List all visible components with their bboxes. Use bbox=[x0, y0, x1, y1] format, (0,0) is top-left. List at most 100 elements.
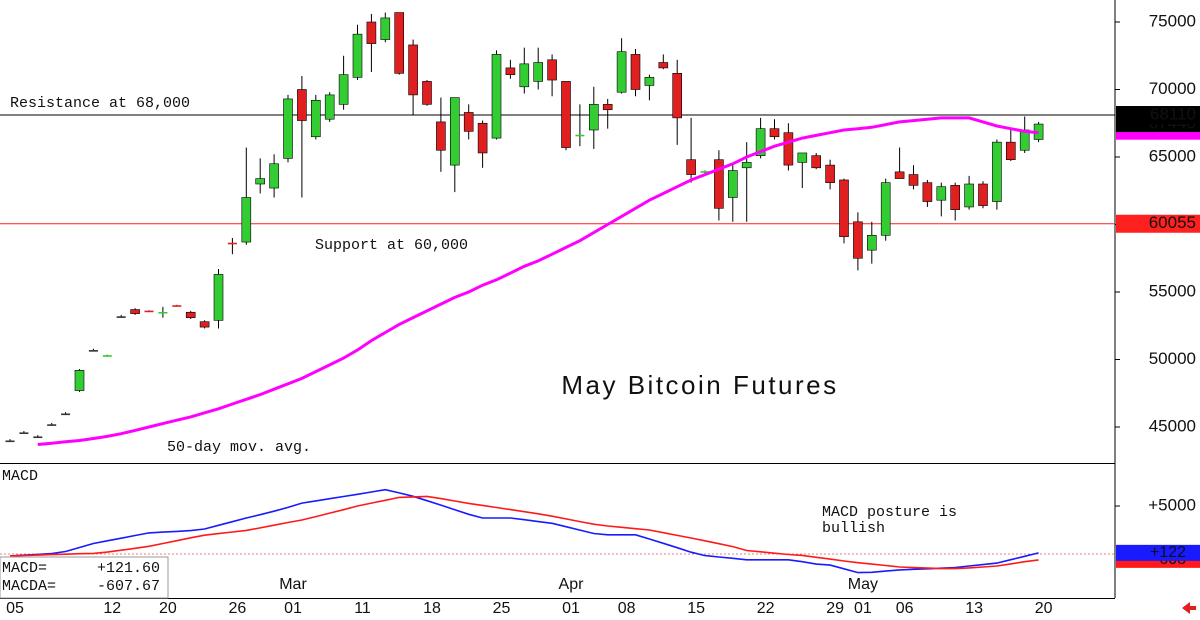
level-label: 68110 bbox=[1150, 105, 1196, 124]
annotation: Resistance at 68,000 bbox=[10, 95, 190, 112]
x-tick-label: 15 bbox=[687, 600, 705, 617]
series-line bbox=[37, 116, 1039, 446]
candle-body bbox=[283, 98, 293, 159]
candle-body bbox=[380, 17, 391, 40]
candle-body bbox=[839, 179, 849, 237]
candle-body bbox=[88, 350, 98, 352]
readout-name: MACD= bbox=[2, 560, 47, 577]
candle-body bbox=[5, 440, 15, 443]
candle-body bbox=[811, 155, 822, 169]
candle-body bbox=[908, 174, 919, 186]
candle-body bbox=[130, 309, 140, 314]
y-tick-label: 75000 bbox=[1149, 11, 1196, 30]
y-tick-label: 45000 bbox=[1149, 416, 1196, 435]
candle-body bbox=[102, 355, 112, 357]
x-tick-label: 01 bbox=[854, 600, 872, 617]
candle-body bbox=[61, 413, 71, 416]
candle-body bbox=[616, 51, 627, 93]
x-tick-label: 12 bbox=[103, 600, 121, 617]
month-label: Mar bbox=[279, 576, 307, 593]
candle-body bbox=[47, 424, 57, 426]
candle-body bbox=[894, 171, 905, 179]
x-tick-label: 18 bbox=[423, 600, 441, 617]
x-tick-label: 20 bbox=[159, 600, 177, 617]
candle-body bbox=[436, 121, 446, 151]
candle-body bbox=[783, 132, 794, 166]
candle-body bbox=[630, 54, 641, 90]
series-line bbox=[9, 495, 1039, 570]
candle-body bbox=[880, 182, 891, 236]
candle-body bbox=[19, 432, 29, 434]
candle-body bbox=[477, 122, 488, 154]
x-tick-label: 26 bbox=[229, 600, 247, 617]
candle-body bbox=[199, 321, 210, 328]
x-tick-label: 11 bbox=[354, 600, 371, 617]
candle-body bbox=[449, 97, 460, 166]
candle-body bbox=[686, 159, 696, 175]
y-tick-label: 50000 bbox=[1149, 349, 1196, 368]
x-tick-label: 01 bbox=[284, 600, 302, 617]
candle-body bbox=[658, 62, 669, 69]
chart-title: May Bitcoin Futures bbox=[561, 370, 838, 400]
month-label: May bbox=[848, 576, 878, 593]
candle-body bbox=[714, 159, 724, 209]
candle-body bbox=[158, 311, 168, 314]
x-tick-label: 25 bbox=[493, 600, 511, 617]
candle-body bbox=[533, 62, 544, 82]
candle-body bbox=[269, 163, 279, 189]
level-label: 60055 bbox=[1149, 213, 1196, 232]
candle-body bbox=[561, 81, 571, 148]
y-tick-label: 70000 bbox=[1149, 79, 1196, 98]
candle-body bbox=[185, 311, 196, 318]
readout-box bbox=[0, 556, 169, 599]
candle-body bbox=[1005, 141, 1016, 161]
candle-body bbox=[310, 100, 321, 138]
x-tick-label: 01 bbox=[562, 600, 580, 617]
annotation: bullish bbox=[822, 520, 885, 537]
candle-body bbox=[491, 54, 502, 139]
candle-body bbox=[116, 316, 126, 318]
annotation: MACD posture is bbox=[822, 504, 957, 521]
readout-name: MACDA= bbox=[2, 578, 56, 595]
x-tick-label: 08 bbox=[618, 600, 636, 617]
candle-body bbox=[936, 186, 947, 201]
candle-body bbox=[797, 152, 808, 163]
candle-body bbox=[700, 171, 710, 173]
candle-body bbox=[825, 164, 835, 183]
candle-body bbox=[74, 369, 85, 391]
x-tick-label: 13 bbox=[965, 600, 983, 617]
candle-body bbox=[505, 67, 516, 75]
candle-body bbox=[644, 77, 655, 86]
marker-label: +122 bbox=[1150, 544, 1186, 561]
candle-body bbox=[227, 242, 237, 245]
readout-value: -607.67 bbox=[97, 578, 160, 595]
candle-body bbox=[575, 134, 585, 137]
candle-body bbox=[727, 170, 738, 198]
candle-body bbox=[241, 197, 252, 243]
candle-body bbox=[755, 128, 766, 156]
candle-body bbox=[463, 112, 474, 132]
readout-value: +121.60 bbox=[97, 560, 160, 577]
candle-body bbox=[588, 104, 599, 131]
x-tick-label: 06 bbox=[896, 600, 914, 617]
candle-body bbox=[422, 81, 432, 105]
candle-body bbox=[408, 44, 418, 96]
candle-body bbox=[324, 94, 335, 120]
candle-body bbox=[741, 162, 752, 169]
x-tick-label: 29 bbox=[826, 600, 844, 617]
scroll-arrow[interactable] bbox=[1182, 602, 1196, 614]
candle-body bbox=[172, 305, 182, 307]
candle-body bbox=[33, 436, 43, 439]
marker-box bbox=[1116, 544, 1200, 561]
candle-body bbox=[672, 73, 683, 119]
candle-body bbox=[547, 59, 557, 81]
series-line bbox=[9, 488, 1039, 574]
candle-body bbox=[866, 235, 877, 251]
x-tick-label: 05 bbox=[6, 600, 24, 617]
series-label: 50-day mov. avg. bbox=[167, 439, 311, 456]
candle-body bbox=[964, 183, 974, 208]
level-box bbox=[1116, 106, 1200, 125]
candle-body bbox=[922, 182, 933, 202]
